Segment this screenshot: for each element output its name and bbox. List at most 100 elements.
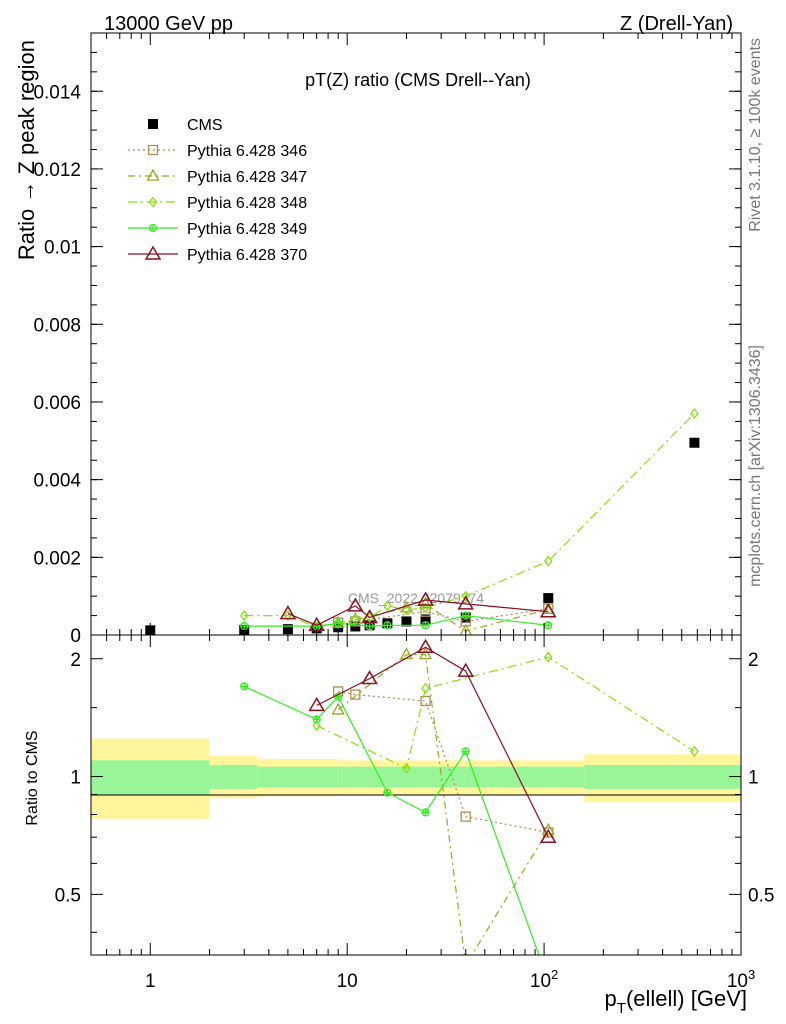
y-tick-label: 0.01	[44, 238, 81, 259]
series-line	[287, 599, 549, 626]
data-point	[312, 715, 321, 724]
x-tick-label: 103	[727, 967, 755, 992]
legend-item: Pythia 6.428 346	[128, 143, 307, 160]
data-point	[421, 682, 430, 694]
data-point	[279, 605, 297, 620]
top-panel: CMS_2022_I2079374 00.0020.0040.0060.0080…	[33, 32, 742, 647]
data-point	[351, 613, 360, 626]
data-point	[544, 621, 553, 630]
uncertainty-band-inner	[91, 760, 210, 795]
legend-marker	[146, 168, 160, 181]
data-point	[401, 616, 412, 627]
data-point	[399, 647, 414, 660]
data-point	[420, 614, 431, 625]
series-line	[338, 603, 549, 632]
legend-marker	[147, 144, 159, 156]
data-point	[361, 609, 378, 624]
uncertainty-band-inner	[465, 766, 585, 788]
data-point	[543, 651, 553, 663]
data-point	[333, 617, 343, 629]
data-point	[539, 603, 557, 618]
data-point	[457, 595, 475, 610]
data-point	[421, 602, 430, 614]
ratio-series-pythia-6-428-347	[331, 647, 555, 969]
y-tick-label: 2	[70, 650, 81, 671]
uncertainty-band-inner	[584, 765, 741, 789]
legend-item: Pythia 6.428 349	[128, 221, 307, 238]
legend-marker	[148, 223, 158, 233]
legend-item: CMS	[148, 117, 223, 134]
x-axis-label-sub: T	[617, 1000, 626, 1017]
series-line	[338, 608, 549, 624]
legend-label: Pythia 6.428 348	[187, 195, 307, 212]
legend-label: Pythia 6.428 349	[187, 221, 307, 238]
uncertainty-band-inner	[257, 766, 339, 788]
data-point	[461, 747, 470, 756]
x-tick-label: 10	[337, 971, 358, 992]
data-point	[460, 959, 471, 969]
data-point	[539, 828, 557, 843]
data-point	[365, 621, 374, 631]
series-line	[338, 690, 549, 833]
y-tick-label: 0.012	[33, 160, 81, 181]
x-tick-label: 1	[145, 971, 156, 992]
data-point	[383, 600, 392, 612]
data-point	[239, 610, 249, 622]
y-tick-label: 1	[70, 768, 81, 789]
x-axis-label-p: p	[605, 986, 617, 1011]
data-point	[383, 788, 392, 797]
data-point	[689, 437, 700, 448]
y-tick-label-right: 1	[748, 768, 759, 789]
data-point	[690, 745, 699, 757]
y-tick-label: 0.006	[33, 393, 81, 414]
data-point	[417, 591, 434, 606]
data-point	[461, 590, 471, 602]
bottom-frame	[90, 634, 742, 956]
x-axis-label: pT(ellell) [GeV]	[605, 986, 747, 1017]
data-point	[460, 811, 471, 822]
header-right: Z (Drell-Yan)	[620, 13, 733, 35]
y-tick-label: 0.004	[33, 471, 81, 492]
data-point	[402, 604, 411, 616]
header-left: 13000 GeV pp	[104, 13, 233, 35]
data-point	[240, 682, 249, 691]
uncertainty-band-inner	[209, 765, 258, 789]
data-point	[541, 822, 555, 835]
legend: CMS Pythia 6.428 346 Pythia 6.428 347 Pythi…	[128, 117, 307, 264]
top-series-pythia-6-428-370	[279, 591, 557, 632]
data-point	[421, 621, 430, 630]
data-point	[417, 638, 434, 654]
y-tick-label-right: 0.5	[748, 885, 774, 906]
x-axis-label-rest: (ellell) [GeV]	[626, 986, 747, 1011]
data-point	[420, 695, 431, 707]
data-point	[383, 621, 392, 630]
legend-label: Pythia 6.428 370	[187, 247, 307, 264]
legend-item: Pythia 6.428 348	[128, 195, 307, 212]
data-point	[331, 702, 345, 715]
y-axis-label-bottom: Ratio to CMS	[24, 730, 41, 825]
x-tick-label: 102	[530, 967, 558, 992]
ratio-series-pythia-6-428-349	[240, 682, 540, 955]
data-point	[421, 808, 430, 817]
legend-item: Pythia 6.428 347	[128, 168, 307, 186]
data-point	[543, 555, 553, 567]
ratio-series-pythia-6-428-348	[312, 651, 699, 774]
svg-text:pT(ellell) [GeV]: pT(ellell) [GeV]	[605, 986, 747, 1017]
y-tick-label: 0.008	[33, 315, 81, 336]
legend-marker	[148, 119, 158, 129]
y-tick-label: 0.002	[33, 548, 81, 569]
y-tick-label: 0.5	[55, 885, 81, 906]
legend-item: Pythia 6.428 370	[128, 245, 307, 264]
y-axis-label-top: Ratio → Z peak region	[14, 40, 39, 260]
data-point	[457, 662, 475, 677]
mcplots-label: mcplots.cern.ch [arXiv:1306.3436]	[747, 345, 764, 587]
ratio-series-pythia-6-428-370	[308, 638, 557, 843]
legend-label: Pythia 6.428 346	[187, 143, 307, 160]
data-point	[361, 670, 378, 685]
data-point	[350, 689, 361, 700]
data-point	[240, 621, 249, 631]
data-point	[461, 611, 470, 620]
data-point	[347, 597, 364, 612]
legend-marker	[148, 196, 158, 208]
plot-title: pT(Z) ratio (CMS Drell--Yan)	[305, 70, 531, 90]
